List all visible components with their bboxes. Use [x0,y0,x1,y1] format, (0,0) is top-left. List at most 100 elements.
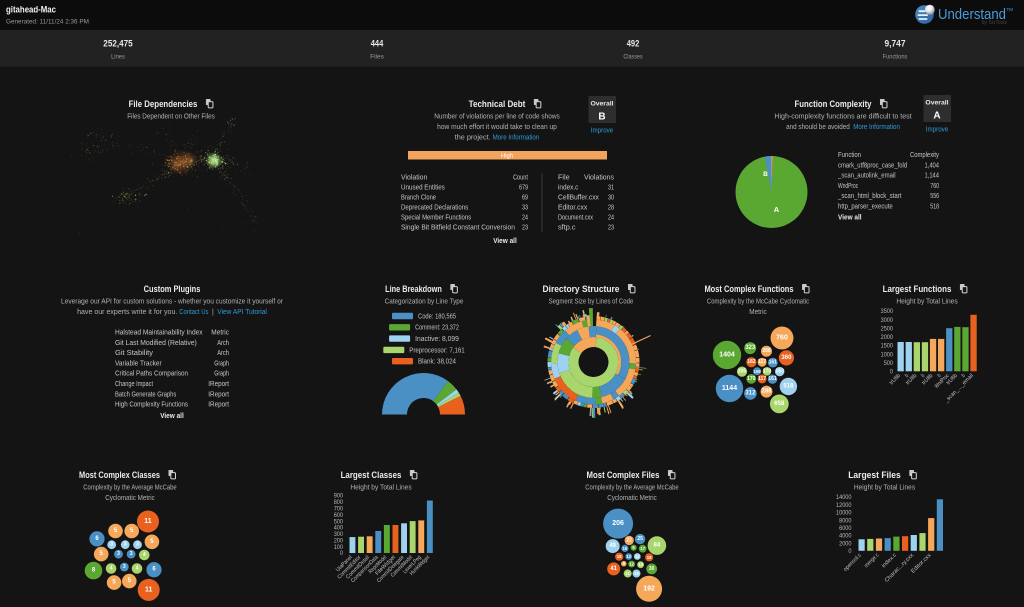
svg-text:163: 163 [776,369,785,375]
svg-text:_scan_autolink_email: _scan_autolink_email [837,173,896,180]
svg-text:Violations: Violations [584,175,615,182]
svg-text:1000: 1000 [881,351,894,358]
svg-text:19: 19 [634,571,639,576]
svg-text:Change Impact: Change Impact [115,381,153,388]
svg-text:3: 3 [130,551,133,557]
svg-text:Code: 180,565: Code: 180,565 [418,313,456,320]
svg-text:679: 679 [519,185,528,192]
svg-text:Largest Functions: Largest Functions [883,284,952,294]
svg-text:Improve: Improve [926,125,948,134]
svg-text:360: 360 [781,355,792,361]
svg-text:200: 200 [334,537,344,544]
svg-text:252,475: 252,475 [103,39,132,49]
svg-text:518: 518 [930,204,939,211]
svg-text:Line Breakdown: Line Breakdown [385,284,442,294]
svg-text:B: B [763,171,768,178]
svg-text:11: 11 [144,518,152,525]
svg-text:400: 400 [334,525,344,532]
svg-text:658: 658 [774,401,785,407]
svg-text:192: 192 [643,585,655,592]
svg-text:Complexity by the McCabe Cyclo: Complexity by the McCabe Cyclomatic [707,299,810,306]
svg-text:Height by Total Lines: Height by Total Lines [350,485,412,492]
svg-text:Understand: Understand [938,6,1006,23]
svg-text:Unused Entities: Unused Entities [401,185,445,192]
svg-text:500: 500 [334,518,344,525]
svg-text:Metric: Metric [211,330,229,337]
svg-text:323: 323 [745,345,756,351]
svg-text:161: 161 [768,376,777,382]
svg-text:A: A [774,205,780,214]
svg-text:Editor.cxx: Editor.cxx [558,205,588,212]
svg-text:b: b [937,373,943,379]
svg-text:1500: 1500 [881,343,894,350]
svg-text:2500: 2500 [881,325,894,332]
svg-text:5: 5 [150,539,154,545]
svg-text:sftp.c: sftp.c [558,225,576,232]
svg-text:Complexity: Complexity [910,152,939,159]
svg-text:5: 5 [112,580,116,586]
svg-text:Most Complex Files: Most Complex Files [587,470,660,480]
svg-text:500: 500 [884,360,894,367]
svg-text:800: 800 [334,499,344,506]
svg-text:6: 6 [152,567,156,573]
svg-text:Height by Total Lines: Height by Total Lines [854,485,916,492]
svg-text:3: 3 [136,542,139,548]
svg-text:IReport: IReport [208,402,229,409]
svg-text:Count: Count [513,175,528,182]
svg-text:33: 33 [522,205,528,212]
svg-text:Most Complex Classes: Most Complex Classes [79,470,160,480]
svg-text:Lines: Lines [111,54,125,61]
svg-text:30: 30 [649,566,655,572]
svg-text:444: 444 [371,39,384,49]
svg-text:Segment Size by Lines of Code: Segment Size by Lines of Code [549,299,634,306]
svg-text:Files Dependent on Other Files: Files Dependent on Other Files [127,114,215,121]
svg-text:15: 15 [623,546,628,551]
svg-text:Document.cxx: Document.cxx [558,215,593,222]
svg-text:0: 0 [890,369,894,376]
svg-text:A: A [933,111,940,122]
svg-text:9,747: 9,747 [885,39,906,49]
svg-text:11: 11 [145,586,153,593]
svg-text:49: 49 [609,543,616,549]
svg-text:0: 0 [848,548,852,555]
svg-text:More Information: More Information [853,124,900,131]
svg-text:Largest Files: Largest Files [848,470,901,480]
svg-text:b: b [961,373,967,379]
svg-text:Complexity by the Average McCa: Complexity by the Average McCabe [585,485,679,492]
svg-text:518: 518 [783,384,794,390]
svg-text:Cyclomatic Metric: Cyclomatic Metric [607,495,657,502]
svg-text:170: 170 [763,368,772,374]
svg-text:Overall: Overall [590,101,613,108]
svg-text:117: 117 [758,359,766,365]
svg-text:5: 5 [100,551,104,557]
svg-text:Improve: Improve [591,126,613,135]
svg-text:IReport: IReport [208,381,229,388]
svg-text:6: 6 [95,536,99,542]
svg-text:300: 300 [334,531,344,538]
svg-text:4000: 4000 [839,533,852,540]
svg-text:760: 760 [930,183,939,190]
svg-text:Arch: Arch [217,350,229,357]
svg-text:5: 5 [130,528,134,534]
svg-text:205: 205 [738,369,747,375]
svg-text:312: 312 [745,390,756,396]
svg-text:84: 84 [654,543,661,549]
svg-text:288: 288 [762,348,771,354]
svg-text:Function: Function [838,152,861,159]
svg-text:3: 3 [123,564,126,570]
svg-text:1404: 1404 [719,352,735,359]
svg-text:12000: 12000 [836,502,852,509]
svg-text:IReport: IReport [208,391,229,398]
svg-text:18: 18 [647,555,652,560]
svg-text:Branch Clone: Branch Clone [401,195,436,202]
svg-text:Height by Total Lines: Height by Total Lines [896,299,958,306]
svg-text:170: 170 [747,376,756,382]
svg-text:3000: 3000 [881,317,894,324]
svg-text:Graph: Graph [214,360,229,367]
svg-text:Directory Structure: Directory Structure [543,284,620,294]
svg-text:23: 23 [522,225,528,232]
svg-text:index.c: index.c [558,185,579,192]
svg-text:Git Last Modified (Relative): Git Last Modified (Relative) [115,340,197,347]
svg-text:by SciTools: by SciTools [982,20,1008,26]
svg-text:4: 4 [110,566,113,572]
